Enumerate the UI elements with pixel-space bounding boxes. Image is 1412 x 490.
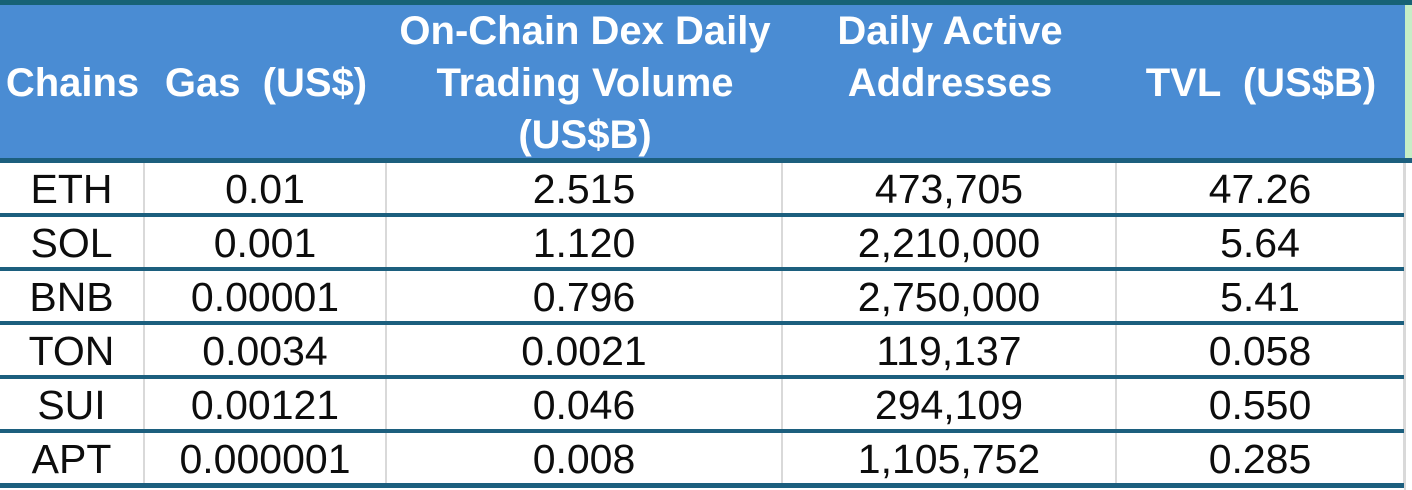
cell-volume: 0.008 — [387, 433, 783, 483]
cell-chain: SOL — [0, 217, 145, 267]
cell-tvl: 0.285 — [1117, 433, 1405, 483]
table-body: ETH 0.01 2.515 473,705 47.26 SOL 0.001 1… — [0, 163, 1405, 488]
cell-volume: 0.046 — [387, 379, 783, 429]
header-active-addresses-line1: Daily Active — [837, 9, 1063, 53]
cell-gas: 0.001 — [145, 217, 387, 267]
cell-gas: 0.00121 — [145, 379, 387, 429]
header-dex-volume: On-Chain Dex Daily Trading Volume (US$B) — [387, 5, 783, 161]
header-gas: Gas (US$) — [164, 61, 368, 105]
cell-tvl: 5.64 — [1117, 217, 1405, 267]
header-dex-volume-line3: (US$B) — [518, 113, 652, 157]
cell-tvl: 0.058 — [1117, 325, 1405, 375]
cell-addresses: 473,705 — [783, 163, 1117, 213]
cell-tvl: 47.26 — [1117, 163, 1405, 213]
header-dex-volume-line2: Trading Volume — [436, 61, 734, 105]
cell-addresses: 1,105,752 — [783, 433, 1117, 483]
cell-gas: 0.000001 — [145, 433, 387, 483]
table-row-ton: TON 0.0034 0.0021 119,137 0.058 — [0, 325, 1405, 379]
cell-addresses: 119,137 — [783, 325, 1117, 375]
header-tvl: TVL (US$B) — [1145, 61, 1377, 105]
header-active-addresses: Daily Active Addresses — [783, 5, 1117, 161]
table-row-apt: APT 0.000001 0.008 1,105,752 0.285 — [0, 433, 1405, 488]
table-right-edge-line — [1404, 163, 1406, 490]
cell-addresses: 2,750,000 — [783, 271, 1117, 321]
table-row-sui: SUI 0.00121 0.046 294,109 0.550 — [0, 379, 1405, 433]
cell-addresses: 2,210,000 — [783, 217, 1117, 267]
cell-chain: APT — [0, 433, 145, 483]
header-active-addresses-line2: Addresses — [847, 61, 1053, 105]
cell-chain: ETH — [0, 163, 145, 213]
table-row-bnb: BNB 0.00001 0.796 2,750,000 5.41 — [0, 271, 1405, 325]
cell-volume: 2.515 — [387, 163, 783, 213]
cell-gas: 0.0034 — [145, 325, 387, 375]
cell-gas: 0.01 — [145, 163, 387, 213]
cell-tvl: 5.41 — [1117, 271, 1405, 321]
cell-addresses: 294,109 — [783, 379, 1117, 429]
cell-gas: 0.00001 — [145, 271, 387, 321]
table-row-sol: SOL 0.001 1.120 2,210,000 5.64 — [0, 217, 1405, 271]
cell-chain: BNB — [0, 271, 145, 321]
cell-volume: 1.120 — [387, 217, 783, 267]
cell-volume: 0.796 — [387, 271, 783, 321]
cell-volume: 0.0021 — [387, 325, 783, 375]
header-chains: Chains — [5, 61, 140, 105]
cell-chain: SUI — [0, 379, 145, 429]
table-header-row: Chains Gas (US$) On-Chain Dex Daily Trad… — [0, 5, 1405, 158]
header-dex-volume-line1: On-Chain Dex Daily — [399, 9, 771, 53]
header-bottom-border — [0, 158, 1412, 163]
cell-chain: TON — [0, 325, 145, 375]
chain-metrics-table: Chains Gas (US$) On-Chain Dex Daily Trad… — [0, 5, 1405, 158]
adjacent-column-highlight — [1405, 5, 1412, 158]
cell-tvl: 0.550 — [1117, 379, 1405, 429]
table-row-eth: ETH 0.01 2.515 473,705 47.26 — [0, 163, 1405, 217]
table-top-border — [0, 0, 1412, 5]
